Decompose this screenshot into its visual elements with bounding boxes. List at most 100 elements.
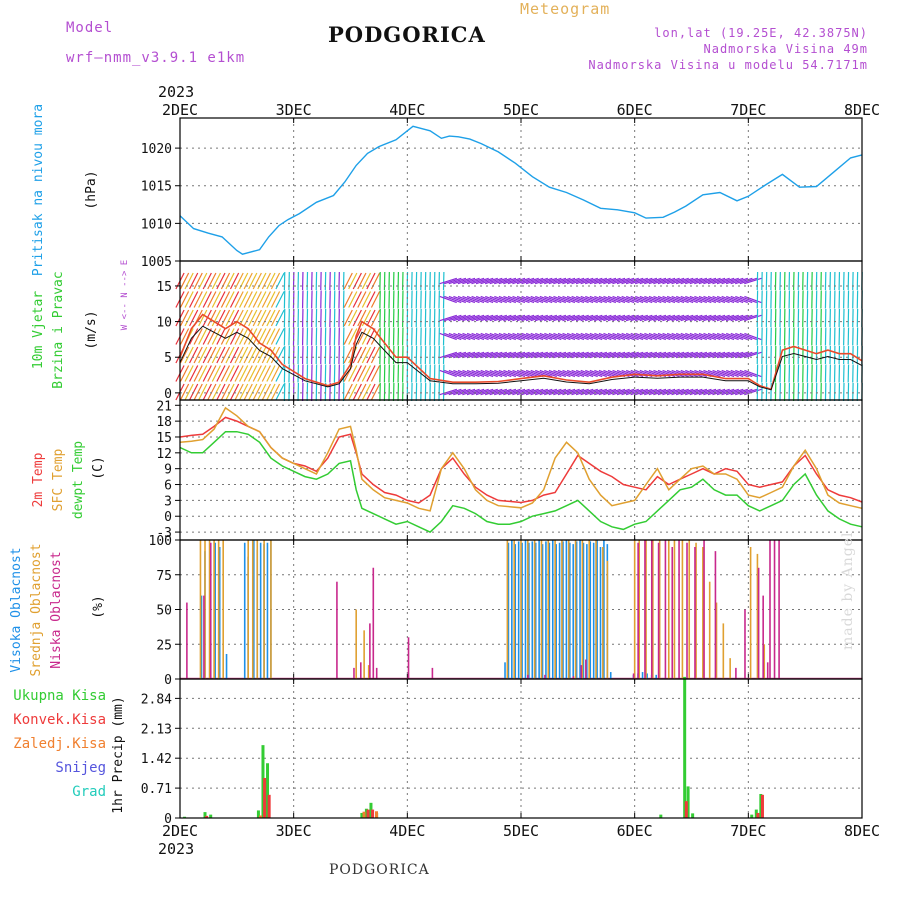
ytick-label: 0 (164, 510, 172, 525)
wind-arrow (498, 295, 517, 304)
wind-arrow (739, 388, 758, 396)
wind-arrow (184, 291, 194, 308)
wind-arrow (594, 369, 612, 378)
wind-arrow (498, 388, 517, 396)
wind-arrow (644, 351, 662, 359)
wind-arrow (594, 388, 612, 396)
wind-arrow (744, 388, 762, 396)
wind-arrow (612, 277, 630, 285)
wind-arrow (229, 365, 240, 382)
wind-arrow (475, 351, 494, 359)
wind-arrow (666, 369, 685, 378)
wind-arrow (198, 346, 208, 364)
wind-arrow (726, 332, 744, 341)
wind-arrow (507, 369, 526, 378)
precip-bar (754, 809, 758, 818)
wind-arrow (671, 332, 689, 341)
wind-arrow (607, 332, 626, 341)
wind-arrow (716, 295, 735, 304)
wind-arrow (580, 369, 598, 378)
wind-arrow (457, 314, 476, 322)
precip-bar (375, 811, 379, 818)
wind-arrow (357, 272, 367, 290)
precip-bar (261, 745, 265, 818)
wind-arrow (248, 346, 258, 364)
wind-arrow (189, 346, 199, 364)
ytick-label: 25 (156, 638, 172, 653)
wind-arrow (698, 332, 717, 341)
wind-arrow (234, 383, 244, 401)
wind-arrow (343, 309, 353, 327)
wind-arrow (671, 314, 689, 322)
wind-arrow (275, 309, 285, 327)
wind-arrow (548, 314, 567, 322)
cloud-unit: (%) (91, 595, 106, 618)
wind-arrow (239, 291, 249, 308)
wind-arrow (494, 314, 512, 322)
wind-arrow (721, 351, 739, 359)
wind-arrow (229, 272, 240, 290)
wind-arrow (585, 295, 603, 304)
wind-arrow (480, 369, 498, 378)
wind-arrow (475, 388, 494, 396)
wind-arrow (234, 328, 244, 345)
wind-arrow (621, 369, 639, 378)
wind-arrow (444, 332, 462, 341)
wind-arrow (220, 365, 231, 382)
wind-arrow (680, 314, 699, 322)
wind-arrow (229, 309, 240, 327)
wind-arrow (243, 365, 253, 382)
wind-arrow (521, 369, 539, 378)
wind-arrow (484, 277, 503, 285)
wind-arrow (516, 277, 535, 285)
wind-arrow (480, 295, 498, 304)
wind-arrow (348, 383, 358, 401)
wind-arrow (216, 346, 226, 364)
wind-arrow (557, 314, 576, 322)
wind-arrow (498, 369, 517, 378)
wind-arrow (489, 295, 507, 304)
wind-arrow (370, 328, 381, 345)
wind-arrow (521, 295, 539, 304)
wind-arrow (489, 277, 508, 285)
wind-arrow (480, 388, 498, 396)
wind-arrow (589, 388, 608, 396)
wind-arrow (498, 351, 517, 359)
wind-arrow (207, 365, 217, 382)
wind-arrow (639, 295, 657, 304)
wind-arrow (712, 295, 730, 304)
wind-arrow (539, 332, 557, 341)
wind-arrow (616, 388, 635, 396)
wind-arrow (634, 351, 653, 359)
wind-arrow (503, 332, 521, 341)
wind-arrow (598, 314, 617, 322)
wind-arrow (220, 309, 231, 327)
wind-arrow (343, 291, 353, 308)
wind-arrow (648, 314, 667, 322)
wind-arrow (225, 365, 235, 382)
wind-arrow (225, 272, 235, 290)
wind-arrow (648, 388, 667, 396)
top-date-label: 3DEC (276, 101, 312, 119)
wind-arrow (261, 383, 272, 401)
wind-arrow (229, 346, 240, 364)
precip-legend-item: Ukupna Kisa (13, 688, 106, 704)
wind-arrow (202, 383, 212, 401)
wind-arrow (684, 388, 703, 396)
ytick-label: 0.71 (141, 782, 172, 797)
bottom-date-label: 3DEC (276, 822, 312, 840)
wind-arrow (735, 295, 753, 304)
wind-arrow (580, 295, 598, 304)
ytick-label: 50 (156, 604, 172, 619)
wind-arrow (539, 369, 557, 378)
wind-arrow (471, 295, 489, 304)
wind-arrow (534, 277, 553, 285)
wind-arrow (357, 383, 367, 401)
wind-arrow (439, 351, 458, 359)
wind-compass: W <-- N --> E (120, 260, 130, 330)
wind-arrow (220, 291, 231, 308)
wind-arrow (662, 295, 680, 304)
wind-arrow (357, 346, 367, 364)
wind-arrow (735, 277, 753, 285)
wind-arrow (621, 277, 639, 285)
